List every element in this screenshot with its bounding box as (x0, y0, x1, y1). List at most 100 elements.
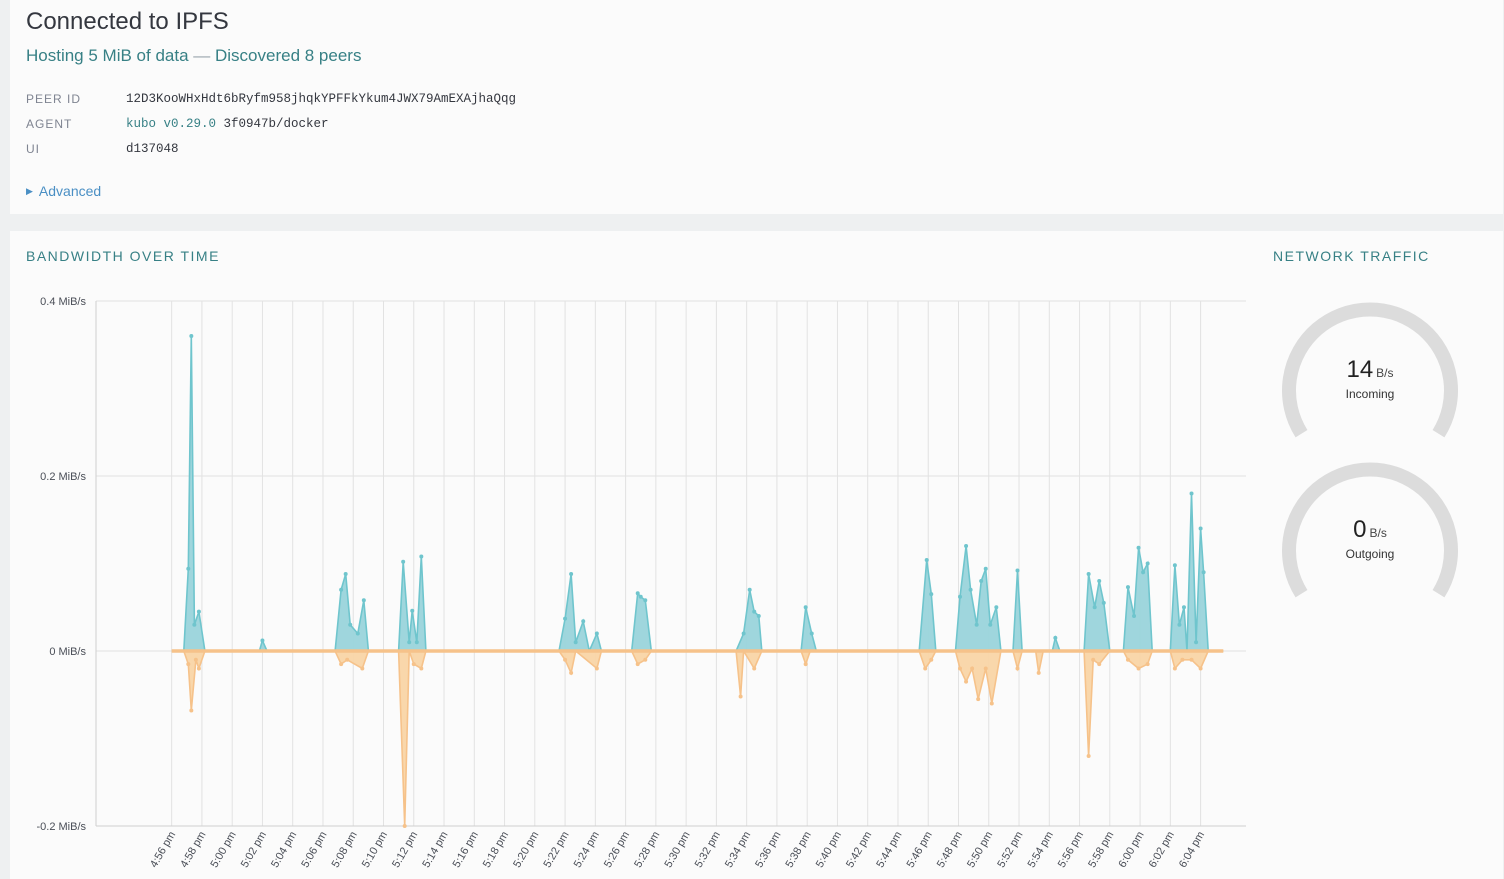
incoming-series-point (756, 614, 761, 618)
outgoing-value: 0 B/s (1353, 516, 1387, 543)
status-card: Connected to IPFS Hosting 5 MiB of data … (10, 0, 1503, 214)
x-tick-label: 5:14 pm (420, 830, 450, 870)
x-tick-label: 5:42 pm (844, 830, 874, 870)
peer-id-label: PEER ID (26, 92, 82, 106)
outgoing-series-area (171, 651, 1224, 826)
incoming-series-point (1132, 614, 1137, 618)
incoming-series-point (803, 605, 808, 610)
x-tick-label: 5:50 pm (965, 830, 995, 870)
incoming-series-point (569, 572, 574, 576)
outgoing-series-point (186, 662, 191, 667)
incoming-series-point (1097, 579, 1102, 583)
x-tick-label: 4:56 pm (148, 830, 178, 870)
incoming-series-point (419, 554, 424, 559)
outgoing-series-point (594, 666, 599, 671)
x-tick-label: 6:02 pm (1147, 830, 1177, 870)
outgoing-series-point (976, 697, 981, 702)
outgoing-series-point (563, 657, 568, 662)
advanced-label: Advanced (38, 183, 102, 199)
outgoing-series-point (193, 657, 198, 662)
agent-build: 3f0947b/docker (223, 117, 329, 131)
incoming-series-point (1198, 526, 1203, 531)
incoming-series-point (401, 559, 406, 564)
incoming-series-point (643, 598, 648, 603)
outgoing-series-point (339, 662, 344, 667)
x-tick-label: 5:44 pm (874, 830, 904, 870)
incoming-series-line (171, 335, 1224, 654)
peer-id-value[interactable]: 12D3KooWHxHdt6bRyfm958jhqkYPFFkYkum4JWX7… (126, 92, 517, 106)
x-tick-label: 6:00 pm (1116, 830, 1146, 870)
network-traffic-title: NETWORK TRAFFIC (1273, 248, 1430, 264)
outgoing-series-point (964, 679, 969, 684)
y-tick-label: -0.2 MiB/s (36, 821, 86, 833)
incoming-series-point (594, 631, 599, 636)
incoming-series-point (1181, 605, 1186, 610)
outgoing-series-point (1136, 666, 1141, 671)
x-tick-label: 5:04 pm (269, 830, 299, 870)
outgoing-series-point (1180, 657, 1185, 662)
outgoing-gauge: 0 B/s Outgoing (1280, 456, 1460, 606)
incoming-label: Incoming (1345, 387, 1395, 401)
outgoing-unit: B/s (1369, 526, 1387, 540)
incoming-series-point (1145, 561, 1150, 566)
outgoing-series-point (1125, 657, 1130, 662)
outgoing-series-line (171, 648, 1224, 827)
outgoing-series-point (635, 662, 640, 667)
x-tick-label: 5:48 pm (935, 830, 965, 870)
peer-id-row: PEER ID 12D3KooWHxHdt6bRyfm958jhqkYPFFkY… (26, 90, 516, 108)
incoming-series-point (968, 587, 973, 592)
incoming-series-point (192, 622, 197, 627)
incoming-series-point (186, 566, 191, 571)
outgoing-series-point (643, 657, 648, 662)
peers-link[interactable]: Discovered 8 peers (215, 46, 362, 65)
x-tick-label: 5:54 pm (1026, 830, 1056, 870)
incoming-series-point (563, 616, 568, 621)
hosting-link[interactable]: Hosting 5 MiB of data (26, 46, 189, 65)
incoming-series-point (638, 594, 643, 599)
incoming-series-point (1092, 605, 1097, 610)
outgoing-series-point (989, 701, 994, 706)
outgoing-series-point (1145, 662, 1150, 667)
incoming-series-point (1177, 622, 1182, 627)
advanced-toggle[interactable]: ▶ Advanced (26, 183, 101, 199)
x-tick-label: 5:40 pm (814, 830, 844, 870)
page-title: Connected to IPFS (26, 8, 229, 35)
incoming-series-point (983, 566, 988, 571)
x-tick-label: 6:04 pm (1177, 830, 1207, 870)
ui-row: UI d137048 (26, 140, 179, 158)
outgoing-series-point (1091, 657, 1096, 662)
agent-row: AGENT kubo v0.29.0 3f0947b/docker (26, 115, 329, 133)
agent-version-link[interactable]: kubo v0.29.0 (126, 117, 217, 131)
incoming-series-point (1015, 568, 1020, 573)
x-tick-label: 5:46 pm (905, 830, 935, 870)
x-tick-label: 5:24 pm (572, 830, 602, 870)
x-tick-label: 5:32 pm (693, 830, 723, 870)
x-tick-label: 5:26 pm (602, 830, 632, 870)
incoming-series-point (1201, 570, 1206, 575)
incoming-series-point (964, 544, 969, 548)
incoming-series-point (979, 579, 984, 583)
incoming-series-point (974, 622, 979, 627)
incoming-series-point (1172, 563, 1177, 568)
x-tick-label: 4:58 pm (178, 830, 208, 870)
outgoing-series-point (929, 657, 934, 662)
bandwidth-card: BANDWIDTH OVER TIME NETWORK TRAFFIC 0.4 … (10, 231, 1503, 879)
incoming-series-point (196, 609, 201, 614)
x-tick-label: 5:22 pm (541, 830, 571, 870)
ui-label: UI (26, 142, 40, 156)
outgoing-series-point (1086, 754, 1091, 758)
agent-label: AGENT (26, 117, 73, 131)
outgoing-series-point (569, 670, 574, 675)
outgoing-series-point (1015, 666, 1020, 671)
subtitle-separator: — (193, 46, 211, 65)
outgoing-gauge-arc (1282, 462, 1458, 598)
bandwidth-chart[interactable]: 0.4 MiB/s 0.2 MiB/s 0 MiB/s -0.2 MiB/s 4:56 … (10, 231, 1270, 879)
outgoing-series-point (1036, 670, 1041, 675)
outgoing-series-point (752, 666, 757, 671)
incoming-series-point (1101, 600, 1106, 605)
status-subtitle: Hosting 5 MiB of data — Discovered 8 pee… (26, 46, 361, 66)
incoming-series-point (741, 631, 746, 636)
outgoing-series-point (1172, 666, 1177, 671)
incoming-series-point (361, 598, 366, 603)
outgoing-series-point (1189, 657, 1194, 662)
